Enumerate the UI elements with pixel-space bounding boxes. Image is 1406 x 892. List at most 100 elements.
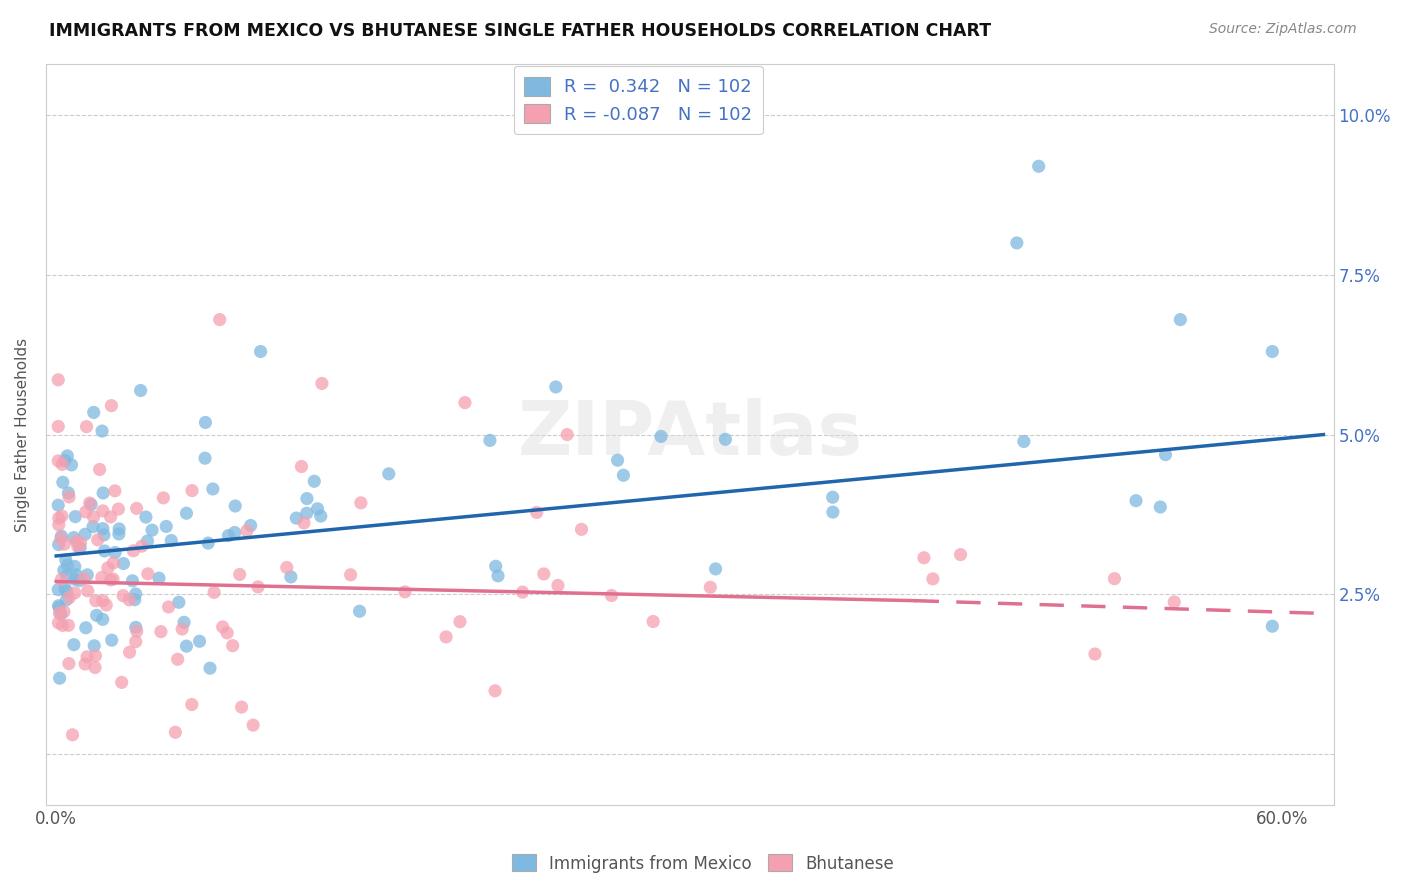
Point — [280, 570, 302, 584]
Point — [48, 517, 70, 532]
Point — [79, 496, 101, 510]
Point — [512, 585, 534, 599]
Point — [104, 483, 127, 498]
Point — [63, 572, 86, 586]
Point — [821, 490, 844, 504]
Point — [46, 498, 69, 512]
Point — [75, 621, 97, 635]
Point — [224, 499, 246, 513]
Point — [201, 482, 224, 496]
Point — [1005, 235, 1028, 250]
Point — [821, 505, 844, 519]
Point — [83, 639, 105, 653]
Point — [65, 567, 87, 582]
Point — [80, 498, 103, 512]
Point — [194, 451, 217, 466]
Text: IMMIGRANTS FROM MEXICO VS BHUTANESE SINGLE FATHER HOUSEHOLDS CORRELATION CHART: IMMIGRANTS FROM MEXICO VS BHUTANESE SING… — [49, 22, 991, 40]
Point — [56, 449, 79, 463]
Point — [486, 569, 509, 583]
Point — [96, 598, 118, 612]
Point — [547, 578, 569, 592]
Point — [221, 639, 243, 653]
Point — [1261, 344, 1284, 359]
Point — [84, 593, 107, 607]
Point — [148, 571, 170, 585]
Point — [152, 491, 174, 505]
Point — [485, 559, 508, 574]
Point — [112, 557, 135, 571]
Point — [292, 516, 315, 530]
Text: Source: ZipAtlas.com: Source: ZipAtlas.com — [1209, 22, 1357, 37]
Point — [60, 458, 83, 472]
Point — [249, 344, 271, 359]
Point — [93, 544, 115, 558]
Point — [53, 581, 76, 595]
Point — [48, 537, 70, 551]
Point — [108, 527, 131, 541]
Point — [53, 605, 76, 619]
Point — [48, 600, 70, 615]
Point — [75, 657, 97, 671]
Point — [58, 486, 80, 500]
Point — [49, 532, 72, 546]
Legend: Immigrants from Mexico, Bhutanese: Immigrants from Mexico, Bhutanese — [506, 847, 900, 880]
Point — [124, 592, 146, 607]
Point — [100, 399, 122, 413]
Point — [58, 591, 80, 605]
Point — [46, 582, 69, 597]
Point — [224, 525, 246, 540]
Point — [97, 561, 120, 575]
Point — [52, 563, 75, 577]
Y-axis label: Single Father Households: Single Father Households — [15, 337, 30, 532]
Point — [295, 506, 318, 520]
Point — [125, 620, 148, 634]
Point — [239, 518, 262, 533]
Point — [91, 522, 114, 536]
Point — [91, 504, 114, 518]
Point — [56, 558, 79, 573]
Point — [69, 536, 91, 550]
Point — [949, 548, 972, 562]
Point — [236, 524, 259, 538]
Point — [51, 509, 73, 524]
Point — [100, 509, 122, 524]
Point — [217, 625, 239, 640]
Point — [118, 645, 141, 659]
Point — [136, 566, 159, 581]
Point — [208, 312, 231, 326]
Point — [1170, 312, 1192, 326]
Point — [307, 501, 329, 516]
Point — [912, 550, 935, 565]
Point — [53, 453, 76, 467]
Point — [454, 395, 477, 409]
Point — [55, 569, 77, 583]
Point — [55, 592, 77, 607]
Point — [247, 580, 270, 594]
Point — [197, 536, 219, 550]
Point — [478, 434, 501, 448]
Point — [484, 683, 506, 698]
Point — [48, 615, 70, 630]
Point — [242, 718, 264, 732]
Point — [173, 615, 195, 630]
Point — [131, 539, 153, 553]
Point — [165, 725, 187, 739]
Point — [176, 639, 198, 653]
Point — [86, 608, 108, 623]
Point — [612, 468, 634, 483]
Point — [107, 502, 129, 516]
Point — [66, 540, 89, 554]
Point — [202, 585, 225, 599]
Point — [167, 595, 190, 609]
Point — [394, 585, 416, 599]
Point — [111, 675, 134, 690]
Point — [217, 528, 239, 542]
Point — [55, 553, 77, 567]
Point — [91, 593, 114, 607]
Point — [82, 519, 104, 533]
Point — [112, 589, 135, 603]
Point — [290, 459, 312, 474]
Point — [75, 527, 97, 541]
Point — [63, 559, 86, 574]
Point — [51, 618, 73, 632]
